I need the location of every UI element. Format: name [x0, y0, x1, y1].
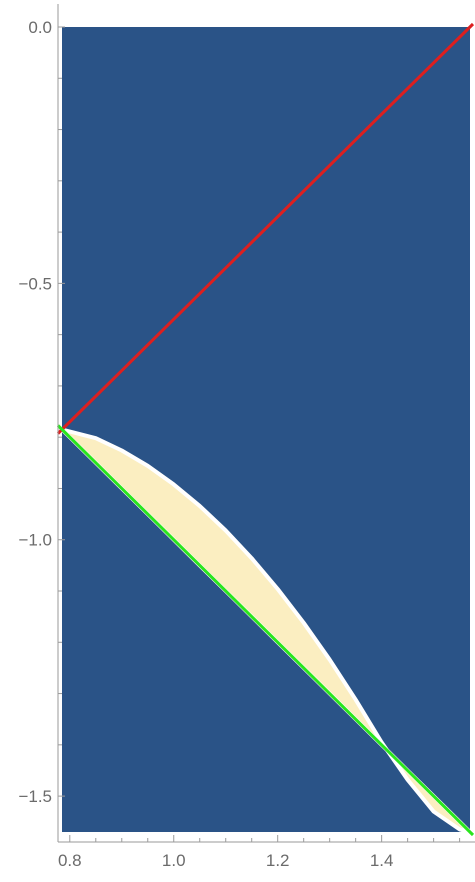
red-series-line	[56, 22, 475, 435]
y-tick-label: −1.0	[18, 531, 52, 550]
y-axis-ticks: 0.0 −0.5 −1.0 −1.5	[18, 18, 65, 806]
x-axis-ticks: 0.8 1.0 1.2 1.4	[58, 835, 461, 870]
y-tick-label: 0.0	[28, 18, 52, 37]
green-series-line	[56, 424, 475, 837]
x-tick-label: 1.2	[266, 851, 290, 870]
y-tick-label: −1.5	[18, 787, 52, 806]
x-tick-label: 1.4	[370, 851, 394, 870]
y-tick-label: −0.5	[18, 274, 52, 293]
x-tick-label: 1.0	[162, 851, 186, 870]
plot-background-region	[62, 27, 470, 832]
x-tick-label: 0.8	[58, 851, 82, 870]
